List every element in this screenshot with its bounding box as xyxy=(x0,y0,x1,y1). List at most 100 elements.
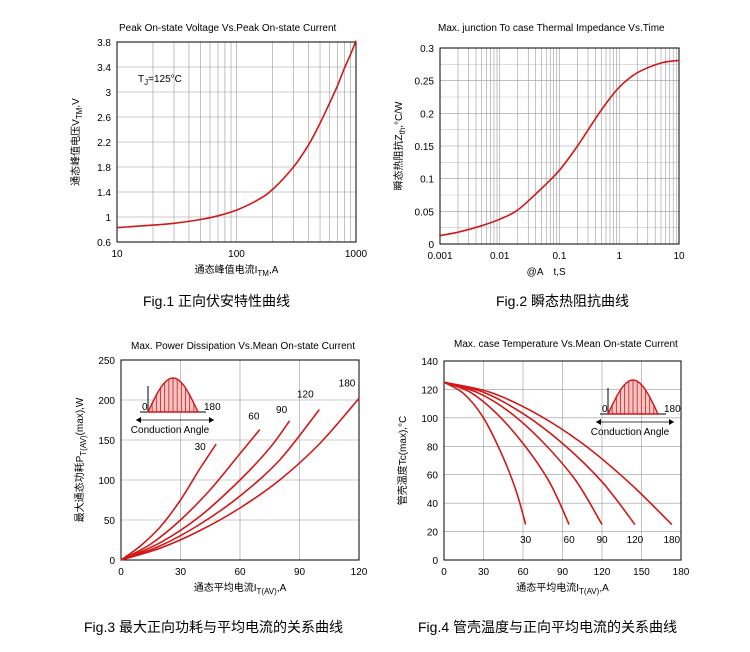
series-line-VTM xyxy=(116,40,357,229)
chart-case-temperature: Max. case Temperature Vs.Mean On-state C… xyxy=(396,339,690,596)
series-line-180 xyxy=(443,381,673,526)
grid xyxy=(116,41,356,243)
x-axis-prefix: @A xyxy=(527,267,544,278)
y-tick-label: 0 xyxy=(428,240,434,251)
x-tick-label: 1 xyxy=(616,251,622,262)
inset-caption: Conduction Angle xyxy=(131,425,210,436)
inset-arrow-right xyxy=(669,419,674,425)
plot-frame xyxy=(120,359,360,561)
series-line-30 xyxy=(120,443,217,561)
y-tick-label: 1.8 xyxy=(97,163,111,174)
inset-start-label: 0 xyxy=(602,404,608,415)
y-axis-label: 管壳温度Tc(max),°C xyxy=(396,416,409,506)
series-label-90: 90 xyxy=(596,535,608,546)
fig4-caption: Fig.4 管壳温度与正向平均电流的关系曲线 xyxy=(418,619,677,635)
y-tick-label: 1 xyxy=(105,213,111,224)
y-tick-label: 100 xyxy=(421,414,438,425)
inset-arrow-right xyxy=(209,417,214,423)
inset-arrow-left xyxy=(136,417,141,423)
x-tick-label: 90 xyxy=(557,567,569,578)
x-axis-label: t,S xyxy=(554,267,567,278)
fig3-caption: Fig.3 最大正向功耗与平均电流的关系曲线 xyxy=(84,619,343,635)
temp-annotation: TJ=125°C xyxy=(138,74,182,87)
x-tick-label: 10 xyxy=(111,249,123,260)
y-tick-label: 20 xyxy=(427,528,439,539)
x-tick-label: 30 xyxy=(175,567,187,578)
series-label-120: 120 xyxy=(627,535,644,546)
x-tick-label: 60 xyxy=(517,567,529,578)
series-line-120 xyxy=(443,381,636,525)
series-label-60: 60 xyxy=(564,535,576,546)
y-tick-label: 150 xyxy=(98,436,115,447)
y-tick-label: 2.6 xyxy=(97,113,111,124)
x-tick-label: 0.001 xyxy=(427,251,452,262)
series-label-180: 180 xyxy=(663,535,680,546)
y-tick-label: 80 xyxy=(427,442,439,453)
y-tick-label: 100 xyxy=(98,476,115,487)
chart-power-dissipation: Max. Power Dissipation Vs.Mean On-state … xyxy=(73,341,368,596)
x-tick-label: 150 xyxy=(633,567,650,578)
x-tick-label: 0 xyxy=(118,567,124,578)
chart-forward-voltage: Peak On-state Voltage Vs.Peak On-state C… xyxy=(69,23,368,278)
inset-start-label: 0 xyxy=(142,402,148,413)
x-tick-label: 0 xyxy=(441,567,447,578)
series-line-Zth xyxy=(439,59,680,237)
y-tick-label: 0.25 xyxy=(415,77,435,88)
plot-frame xyxy=(439,47,680,245)
y-tick-label: 140 xyxy=(421,357,438,368)
x-tick-label: 0.01 xyxy=(490,251,510,262)
y-tick-label: 0 xyxy=(432,556,438,567)
chart-title: Max. junction To case Thermal Impedance … xyxy=(438,23,665,34)
series-line-60 xyxy=(120,429,261,561)
series-label-60: 60 xyxy=(248,412,260,423)
x-tick-label: 180 xyxy=(673,567,690,578)
chart-title: Max. Power Dissipation Vs.Mean On-state … xyxy=(131,341,355,352)
series-label-180: 180 xyxy=(339,378,356,389)
y-tick-label: 0.3 xyxy=(420,44,434,55)
y-axis-label: 最大通态功耗PT(AV)(max),W xyxy=(73,397,88,522)
y-tick-label: 0.15 xyxy=(415,142,435,153)
grid xyxy=(439,47,679,245)
y-axis-label: 通态峰值电压VTM,V xyxy=(69,98,84,186)
inset-caption: Conduction Angle xyxy=(591,427,670,438)
series-line-60 xyxy=(443,381,570,525)
plot-frame xyxy=(443,360,682,561)
y-tick-label: 200 xyxy=(98,396,115,407)
chart-title: Max. case Temperature Vs.Mean On-state C… xyxy=(454,339,678,350)
fig2-caption: Fig.2 瞬态热阻抗曲线 xyxy=(496,293,629,309)
y-tick-label: 0.05 xyxy=(415,207,435,218)
series-label-30: 30 xyxy=(520,535,532,546)
y-tick-label: 50 xyxy=(104,516,116,527)
y-axis-label: 瞬态热阻抗Zth,°C/W xyxy=(392,101,407,191)
x-tick-label: 30 xyxy=(478,567,490,578)
x-tick-label: 90 xyxy=(294,567,306,578)
plot-frame xyxy=(116,41,357,243)
x-tick-label: 100 xyxy=(228,249,245,260)
x-tick-label: 0.1 xyxy=(553,251,567,262)
y-tick-label: 1.4 xyxy=(97,188,111,199)
y-tick-label: 120 xyxy=(421,385,438,396)
inset-end-label: 180 xyxy=(664,404,681,415)
x-axis-label: 通态峰值电流ITM,A xyxy=(195,263,279,278)
x-axis-label: 通态平均电流IT(AV),A xyxy=(194,581,287,596)
y-tick-label: 0 xyxy=(109,556,115,567)
series-line-120 xyxy=(120,409,320,561)
y-tick-label: 60 xyxy=(427,471,439,482)
x-tick-label: 120 xyxy=(594,567,611,578)
series-label-90: 90 xyxy=(276,405,288,416)
x-tick-label: 60 xyxy=(234,567,246,578)
y-tick-label: 2.2 xyxy=(97,138,111,149)
series-label-120: 120 xyxy=(297,390,314,401)
series-line-90 xyxy=(443,381,603,525)
y-tick-label: 250 xyxy=(98,356,115,367)
series-label-30: 30 xyxy=(195,442,207,453)
inset-end-label: 180 xyxy=(204,402,221,413)
chart-title: Peak On-state Voltage Vs.Peak On-state C… xyxy=(119,23,337,34)
chart-thermal-impedance: Max. junction To case Thermal Impedance … xyxy=(392,23,685,278)
y-tick-label: 3.4 xyxy=(97,63,111,74)
y-tick-label: 0.1 xyxy=(420,175,434,186)
y-tick-label: 3 xyxy=(105,88,111,99)
x-axis-label: 通态平均电流IT(AV),A xyxy=(516,581,609,596)
series-line-30 xyxy=(443,381,527,525)
